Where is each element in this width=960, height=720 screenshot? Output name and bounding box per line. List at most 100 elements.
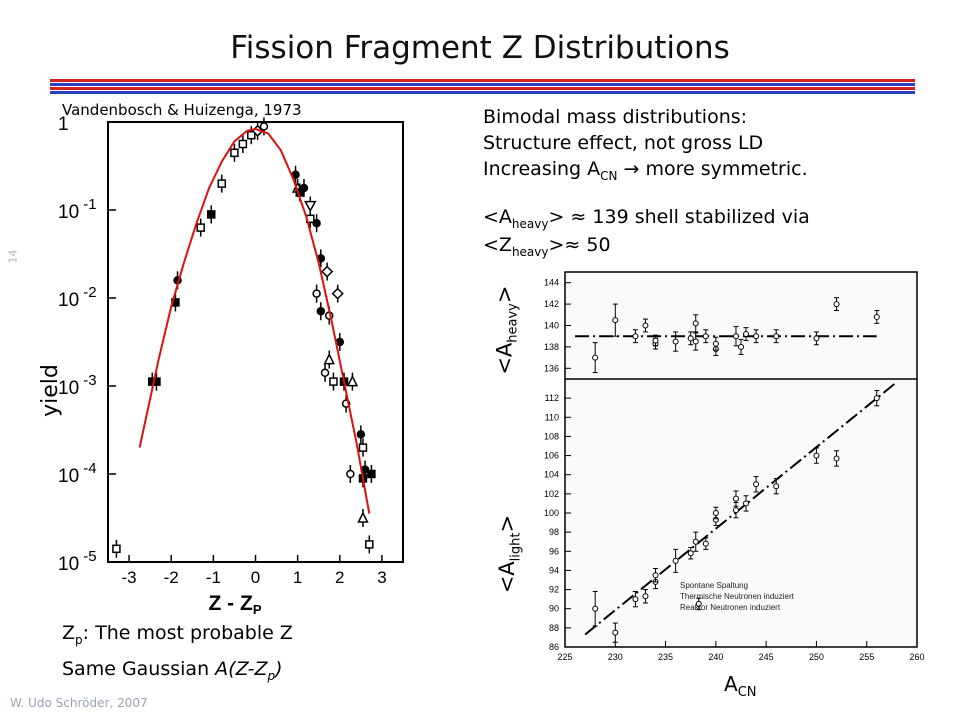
left-data-point	[217, 179, 227, 188]
a-cn-axis-label: ACN	[724, 672, 757, 700]
left-y-tick-label: 10 -1	[58, 196, 97, 223]
light-data-point	[692, 538, 699, 545]
light-y-tick-label: 110	[545, 412, 559, 422]
light-y-tick-label: 90	[549, 604, 559, 614]
light-data-point	[753, 481, 760, 488]
heavy-data-point	[612, 317, 619, 324]
bullet-a-heavy-shell: <Aheavy> ≈ 139 shell stabilized via	[483, 206, 810, 231]
heavy-data-point	[753, 333, 760, 340]
heavy-data-point	[773, 333, 780, 340]
heavy-data-point	[833, 301, 840, 308]
light-data-points	[592, 389, 880, 643]
left-x-tick-label: 0	[251, 568, 260, 587]
right-legend: Spontane Spaltung Thermische Neutronen i…	[680, 581, 795, 612]
zp-note: Zp: The most probable Z	[62, 622, 293, 647]
light-data-point	[652, 572, 659, 579]
heavy-y-tick-label: 144	[544, 278, 559, 288]
heavy-data-point	[702, 333, 709, 340]
left-data-point	[346, 374, 359, 387]
light-y-tick-label: 92	[549, 585, 559, 595]
light-y-tick-label: 112	[545, 393, 559, 403]
acn-x-tick-label: 245	[759, 652, 774, 662]
light-data-point	[712, 510, 719, 516]
title-rule-red-mid	[50, 87, 915, 90]
heavy-data-point	[632, 333, 639, 340]
footer-author: W. Udo Schröder, 2007	[10, 696, 148, 710]
left-data-point	[299, 183, 309, 193]
reference-citation: Vandenbosch & Huizenga, 1973	[62, 101, 302, 119]
left-data-point	[356, 430, 366, 439]
left-data-point	[196, 223, 205, 232]
legend-entry-reactor: Reaktor Neutronen induziert	[680, 603, 781, 612]
heavy-data-point	[652, 337, 659, 344]
light-data-point	[695, 600, 702, 607]
left-plot-frame	[107, 121, 404, 563]
left-x-tick-label: 2	[335, 568, 344, 587]
left-data-point	[238, 139, 248, 149]
left-x-tick-label: -2	[164, 568, 179, 587]
left-y-tick-label: 10 -4	[58, 460, 97, 487]
heavy-data-points	[592, 297, 880, 374]
acn-x-tick-label: 255	[859, 652, 874, 662]
heavy-data-point	[813, 335, 820, 342]
legend-entry-spontaneous: Spontane Spaltung	[680, 581, 748, 590]
light-y-tick-label: 98	[549, 527, 559, 537]
bullet-bimodal: Bimodal mass distributions:	[483, 106, 748, 128]
bullet-increasing-acn: Increasing ACN → more symmetric.	[483, 158, 808, 183]
light-y-tick-label: 88	[549, 623, 559, 633]
legend-entry-thermal: Thermische Neutronen induziert	[680, 592, 795, 601]
left-y-tick-label: 10 -3	[58, 372, 97, 399]
left-data-point	[207, 210, 216, 219]
heavy-data-point	[692, 338, 699, 345]
acn-x-tick-label: 250	[809, 652, 824, 662]
left-data-point	[312, 289, 321, 298]
left-data-point	[316, 306, 326, 316]
light-data-point	[687, 550, 694, 557]
page-number: 14	[6, 249, 20, 264]
heavy-data-point	[743, 331, 750, 338]
left-data-point	[230, 148, 239, 158]
left-y-tick-label: 10 -5	[58, 548, 97, 575]
light-data-point	[813, 452, 820, 459]
left-x-tick-label: 3	[377, 568, 386, 587]
acn-x-tick-label: 240	[708, 652, 723, 662]
light-y-tick-label: 96	[549, 546, 559, 556]
bullet-z-heavy: <Zheavy>≈ 50	[483, 234, 611, 259]
light-data-point	[612, 629, 619, 636]
light-data-point	[743, 500, 750, 507]
left-data-point	[304, 200, 317, 213]
left-data-point	[323, 352, 335, 365]
left-data-point	[312, 218, 321, 228]
light-y-tick-label: 106	[544, 451, 559, 461]
z-distribution-chart: 1 10 -1 10 -2 10 -3 10 -4 10 -5 -3 -2 -1 0 1 2 3 Z …	[58, 115, 404, 617]
light-data-point	[642, 593, 649, 600]
left-y-ticks: 1 10 -1 10 -2 10 -3 10 -4 10 -5	[58, 115, 116, 575]
title-rule-red-top	[50, 79, 915, 82]
heavy-data-point	[732, 333, 739, 340]
light-data-point	[632, 596, 639, 603]
acn-x-tick-label: 260	[909, 652, 924, 662]
acn-x-tick-label: 225	[557, 652, 572, 662]
bullet-structure: Structure effect, not gross LD	[483, 132, 764, 154]
left-data-point	[329, 377, 338, 386]
light-data-point	[592, 605, 599, 612]
slide-title: Fission Fragment Z Distributions	[230, 30, 730, 66]
left-data-point	[112, 544, 121, 554]
light-y-tick-label: 100	[544, 508, 559, 518]
light-data-point	[672, 557, 679, 564]
light-data-point	[732, 495, 739, 502]
heavy-data-point	[712, 340, 719, 347]
acn-x-tick-label: 235	[658, 652, 673, 662]
light-data-point	[873, 395, 880, 402]
heavy-y-tick-label: 136	[544, 363, 559, 373]
light-fit-line	[584, 381, 898, 636]
left-data-point	[365, 540, 374, 549]
heavy-data-point	[692, 320, 699, 327]
left-x-tick-label: -3	[122, 568, 137, 587]
light-y-tick-label: 86	[549, 642, 559, 652]
heavy-data-point	[672, 338, 679, 345]
heavy-data-point	[687, 335, 694, 342]
title-rule-blue-1	[50, 83, 915, 86]
left-data-point	[259, 122, 269, 131]
light-data-point	[833, 455, 840, 462]
